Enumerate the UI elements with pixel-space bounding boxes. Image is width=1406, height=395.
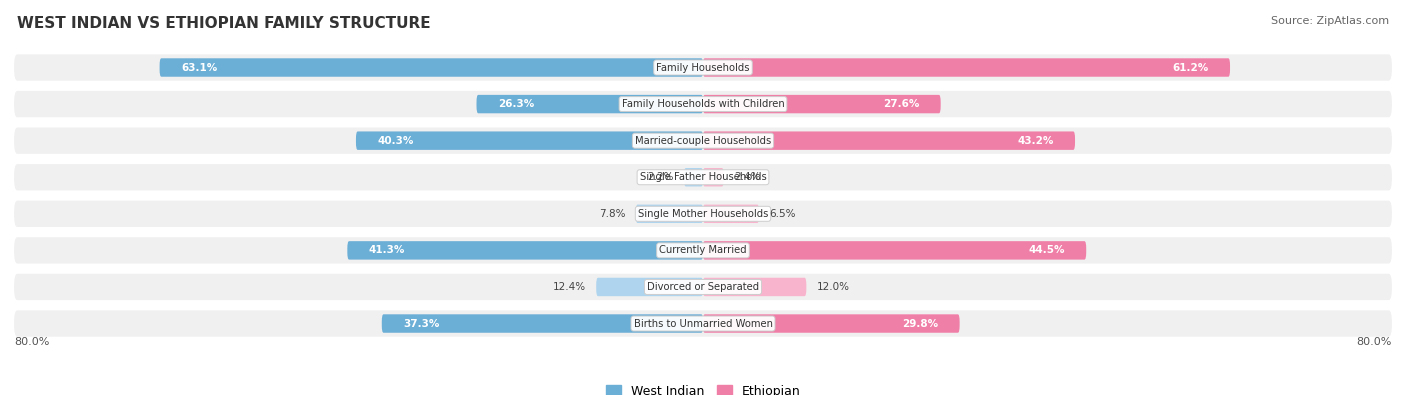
Text: 61.2%: 61.2% — [1173, 62, 1209, 73]
FancyBboxPatch shape — [14, 128, 1392, 154]
Text: 26.3%: 26.3% — [498, 99, 534, 109]
FancyBboxPatch shape — [14, 164, 1392, 190]
FancyBboxPatch shape — [703, 132, 1076, 150]
FancyBboxPatch shape — [685, 168, 703, 186]
Text: Married-couple Households: Married-couple Households — [636, 135, 770, 146]
FancyBboxPatch shape — [477, 95, 703, 113]
Text: 7.8%: 7.8% — [599, 209, 626, 219]
Text: 63.1%: 63.1% — [181, 62, 218, 73]
FancyBboxPatch shape — [14, 274, 1392, 300]
Text: Source: ZipAtlas.com: Source: ZipAtlas.com — [1271, 16, 1389, 26]
Text: Family Households: Family Households — [657, 62, 749, 73]
Text: Divorced or Separated: Divorced or Separated — [647, 282, 759, 292]
FancyBboxPatch shape — [703, 58, 1230, 77]
FancyBboxPatch shape — [14, 55, 1392, 81]
Text: Family Households with Children: Family Households with Children — [621, 99, 785, 109]
FancyBboxPatch shape — [703, 314, 960, 333]
Text: 41.3%: 41.3% — [368, 245, 405, 256]
FancyBboxPatch shape — [14, 91, 1392, 117]
Text: 6.5%: 6.5% — [769, 209, 796, 219]
FancyBboxPatch shape — [703, 241, 1087, 260]
FancyBboxPatch shape — [382, 314, 703, 333]
FancyBboxPatch shape — [160, 58, 703, 77]
FancyBboxPatch shape — [14, 237, 1392, 263]
Text: 44.5%: 44.5% — [1028, 245, 1064, 256]
FancyBboxPatch shape — [14, 310, 1392, 337]
FancyBboxPatch shape — [703, 168, 724, 186]
FancyBboxPatch shape — [347, 241, 703, 260]
Text: 37.3%: 37.3% — [404, 318, 440, 329]
FancyBboxPatch shape — [356, 132, 703, 150]
FancyBboxPatch shape — [14, 201, 1392, 227]
Text: 29.8%: 29.8% — [903, 318, 938, 329]
Text: Single Mother Households: Single Mother Households — [638, 209, 768, 219]
Text: WEST INDIAN VS ETHIOPIAN FAMILY STRUCTURE: WEST INDIAN VS ETHIOPIAN FAMILY STRUCTUR… — [17, 16, 430, 31]
Text: 80.0%: 80.0% — [14, 337, 49, 347]
Text: Single Father Households: Single Father Households — [640, 172, 766, 182]
FancyBboxPatch shape — [636, 205, 703, 223]
Text: 40.3%: 40.3% — [377, 135, 413, 146]
Text: Currently Married: Currently Married — [659, 245, 747, 256]
FancyBboxPatch shape — [703, 278, 807, 296]
FancyBboxPatch shape — [596, 278, 703, 296]
Legend: West Indian, Ethiopian: West Indian, Ethiopian — [600, 380, 806, 395]
Text: 80.0%: 80.0% — [1357, 337, 1392, 347]
Text: 2.4%: 2.4% — [734, 172, 761, 182]
Text: Births to Unmarried Women: Births to Unmarried Women — [634, 318, 772, 329]
FancyBboxPatch shape — [703, 95, 941, 113]
Text: 2.2%: 2.2% — [647, 172, 673, 182]
FancyBboxPatch shape — [703, 205, 759, 223]
Text: 12.0%: 12.0% — [817, 282, 849, 292]
Text: 43.2%: 43.2% — [1017, 135, 1053, 146]
Text: 12.4%: 12.4% — [553, 282, 586, 292]
Text: 27.6%: 27.6% — [883, 99, 920, 109]
